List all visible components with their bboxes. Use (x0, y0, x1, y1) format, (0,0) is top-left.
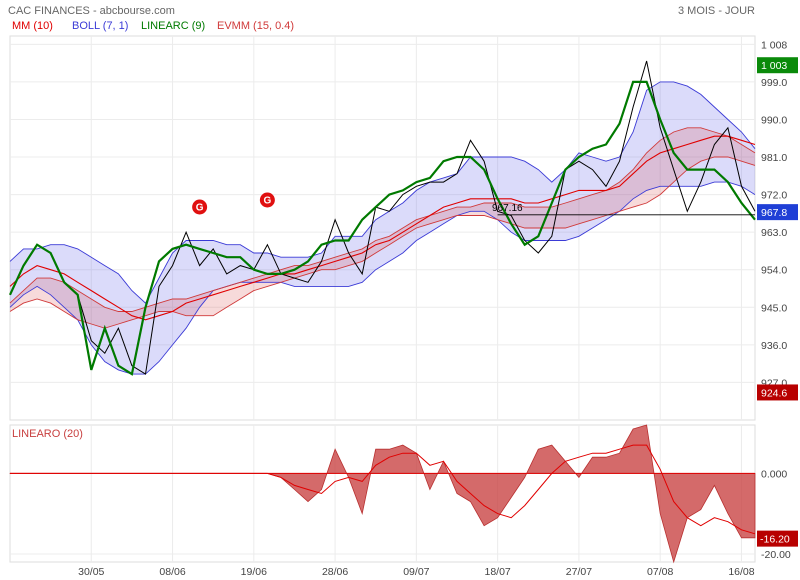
oscillator-tick-label: 0.000 (761, 468, 787, 480)
main-price-axis: 927.0936.0945.0954.0963.0972.0981.0990.0… (757, 39, 798, 400)
legend-boll: BOLL (7, 1) (72, 20, 128, 32)
price-tick-label: 936.0 (761, 340, 787, 352)
date-tick-label: 27/07 (566, 566, 592, 578)
price-tick-label: 963.0 (761, 227, 787, 239)
oscillator-plot (10, 425, 755, 562)
date-tick-label: 08/06 (159, 566, 185, 578)
date-tick-label: 19/06 (241, 566, 267, 578)
chart-period: 3 MOIS - JOUR (678, 5, 755, 17)
last-value-text: 1 003 (761, 60, 787, 72)
legend-linearc: LINEARC (9) (141, 20, 205, 32)
date-tick-label: 18/07 (484, 566, 510, 578)
date-tick-label: 30/05 (78, 566, 104, 578)
price-tick-label: 999.0 (761, 77, 787, 89)
main-signals: GG (192, 193, 275, 215)
oscillator-title: LINEARO (20) (12, 428, 83, 440)
oscillator-badge-text: -16.20 (760, 534, 790, 546)
signal-label: G (196, 203, 204, 214)
chart-source: CAC FINANCES - abcbourse.com (8, 5, 175, 17)
date-tick-label: 16/08 (728, 566, 754, 578)
date-axis: 30/05 08/06 19/06 28/06 09/07 18/07 27/07 07/08… (78, 566, 755, 578)
last-value-text: 924.6 (761, 387, 787, 399)
price-tick-label: 990.0 (761, 114, 787, 126)
oscillator-tick-label: -20.00 (761, 549, 791, 561)
date-tick-label: 28/06 (322, 566, 348, 578)
price-tick-label: 954.0 (761, 265, 787, 277)
price-tick-label: 1 008 (761, 39, 787, 51)
price-tick-label: 972.0 (761, 190, 787, 202)
last-value-text: 967.8 (761, 207, 787, 219)
price-tick-label: 945.0 (761, 302, 787, 314)
hline-label: 967.16 (492, 203, 523, 214)
date-tick-label: 09/07 (403, 566, 429, 578)
date-tick-label: 07/08 (647, 566, 673, 578)
signal-label: G (263, 196, 271, 207)
legend-mm: MM (10) (12, 20, 53, 32)
price-tick-label: 981.0 (761, 152, 787, 164)
boll-band (10, 82, 755, 374)
oscillator-axis: 0.000 -20.00 -16.20 (757, 468, 798, 561)
legend-evmm: EVMM (15, 0.4) (217, 20, 294, 32)
main-bands (10, 82, 755, 374)
